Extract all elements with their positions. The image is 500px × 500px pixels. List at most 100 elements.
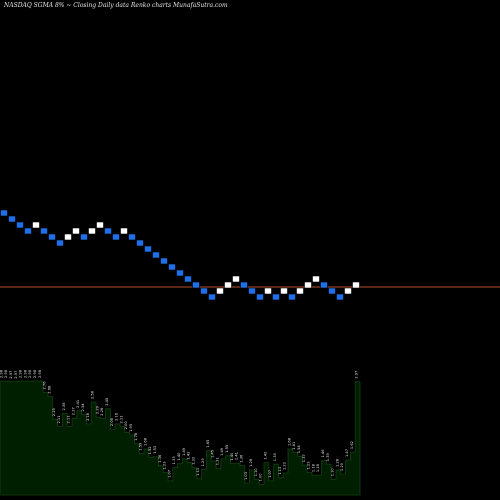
volume-value-label: 1.03 (244, 472, 248, 480)
renko-brick-up (72, 227, 80, 235)
renko-brick-down (272, 293, 280, 301)
volume-step-area (0, 380, 361, 496)
renko-brick-down (248, 287, 256, 295)
renko-brick-down (48, 233, 56, 241)
volume-value-label: 2.98 (23, 369, 27, 378)
renko-brick-down (288, 293, 296, 301)
volume-value-label: 2.68 (47, 385, 51, 394)
volume-value-label: 1.53 (153, 446, 157, 454)
volume-value-label: 2.98 (33, 369, 37, 378)
renko-brick-down (176, 269, 184, 277)
volume-value-label: 1.68 (143, 437, 147, 446)
renko-brick-up (232, 275, 240, 283)
renko-brick-up (296, 287, 304, 295)
volume-value-label: 1.20 (340, 462, 344, 471)
volume-value-label: 2.98 (4, 369, 8, 378)
volume-value-label: 1.40 (230, 452, 234, 461)
volume-value-label: 1.41 (235, 452, 239, 460)
renko-brick-down (80, 233, 88, 241)
volume-value-label: 1.46 (321, 449, 325, 458)
volume-value-label: 1.07 (268, 470, 272, 478)
volume-value-label: 1.28 (249, 458, 253, 467)
renko-brick-down (336, 293, 344, 301)
volume-value-label: 1.95 (129, 424, 133, 432)
renko-brick-down (56, 239, 64, 247)
volume-value-label: 1.10 (331, 468, 335, 477)
volume-value-label: 1.32 (191, 457, 195, 465)
volume-value-label: 1.49 (220, 447, 224, 456)
renko-brick-up (280, 287, 288, 295)
renko-brick-down (152, 251, 160, 259)
volume-value-label: 2.97 (355, 371, 359, 379)
renko-brick-up (264, 287, 272, 295)
renko-brick-down (24, 227, 32, 235)
renko-brick-down (192, 281, 200, 289)
volume-value-label: 1.54 (297, 445, 301, 454)
volume-value-label: 1.23 (163, 461, 167, 469)
volume-value-label: 1.42 (187, 452, 191, 460)
renko-brick-up (352, 281, 360, 289)
renko-brick-down (112, 233, 120, 241)
volume-value-label: 1.10 (254, 468, 258, 477)
renko-brick-down (160, 257, 168, 265)
renko-brick-up (344, 287, 352, 295)
volume-area (0, 380, 361, 496)
chart-title: NASDAQ SGMA 8% ~ Closing Daily data Renk… (4, 2, 228, 9)
volume-value-label: 1.55 (225, 445, 229, 453)
volume-value-label: 1.42 (263, 452, 267, 460)
volume-value-label: 1.11 (196, 468, 200, 476)
volume-value-label: 1.61 (292, 442, 296, 450)
renko-brick-down (0, 209, 8, 217)
renko-brick-down (208, 293, 216, 301)
volume-value-label: 2.27 (71, 407, 75, 415)
volume-value-label: 1.45 (211, 450, 215, 458)
volume-value-label: 2.06 (110, 417, 114, 426)
volume-value-label: 2.34 (81, 403, 85, 412)
volume-value-label: 1.22 (283, 462, 287, 470)
volume-value-label: 2.26 (100, 407, 104, 416)
volume-value-label: 1.78 (134, 432, 138, 441)
volume-value-label: 1.31 (215, 457, 219, 465)
renko-brick-up (64, 233, 72, 241)
volume-value-label: 2.98 (38, 369, 42, 378)
volume-value-label: 1.07 (167, 470, 171, 478)
volume-value-label: 2.76 (43, 381, 47, 390)
volume-value-label: 1.52 (148, 446, 152, 454)
volume-value-label: 1.49 (182, 447, 186, 456)
volume-value-label: 1.29 (201, 458, 205, 467)
volume-value-label: 2.41 (76, 400, 80, 408)
volume-value-label: 1.65 (206, 440, 210, 448)
renko-brick-up (312, 275, 320, 283)
volume-value-label: 2.58 (91, 390, 95, 399)
renko-bricks (0, 209, 360, 301)
volume-value-label: 2.98 (0, 369, 3, 378)
volume-value-label: 2.11 (67, 415, 71, 423)
renko-brick-up (32, 221, 40, 229)
volume-value-label: 1.13 (278, 467, 282, 475)
renko-brick-down (256, 293, 264, 301)
volume-value-label: 1.33 (172, 456, 176, 464)
volume-value-label: 1.47 (345, 449, 349, 457)
renko-brick-up (216, 287, 224, 295)
renko-brick-down (128, 233, 136, 241)
renko-brick-down (144, 245, 152, 253)
volume-value-label: 1.23 (307, 461, 311, 469)
renko-brick-up (224, 281, 232, 289)
renko-brick-up (120, 227, 128, 235)
renko-brick-up (304, 281, 312, 289)
volume-value-label: 2.00 (124, 421, 128, 430)
volume-value-label: 2.11 (57, 415, 61, 423)
volume-value-label: 1.37 (302, 454, 306, 462)
renko-brick-down (200, 287, 208, 295)
renko-brick-up (88, 227, 96, 235)
volume-value-label: 2.97 (9, 371, 13, 379)
volume-value-label: 1.18 (316, 463, 320, 472)
volume-value-label: 1.28 (335, 458, 339, 467)
renko-brick-down (8, 215, 16, 223)
volume-value-label: 2.36 (62, 402, 66, 411)
volume-value-label: 2.98 (28, 369, 32, 378)
renko-brick-down (320, 281, 328, 289)
renko-brick-down (240, 281, 248, 289)
renko-brick-down (40, 227, 48, 235)
